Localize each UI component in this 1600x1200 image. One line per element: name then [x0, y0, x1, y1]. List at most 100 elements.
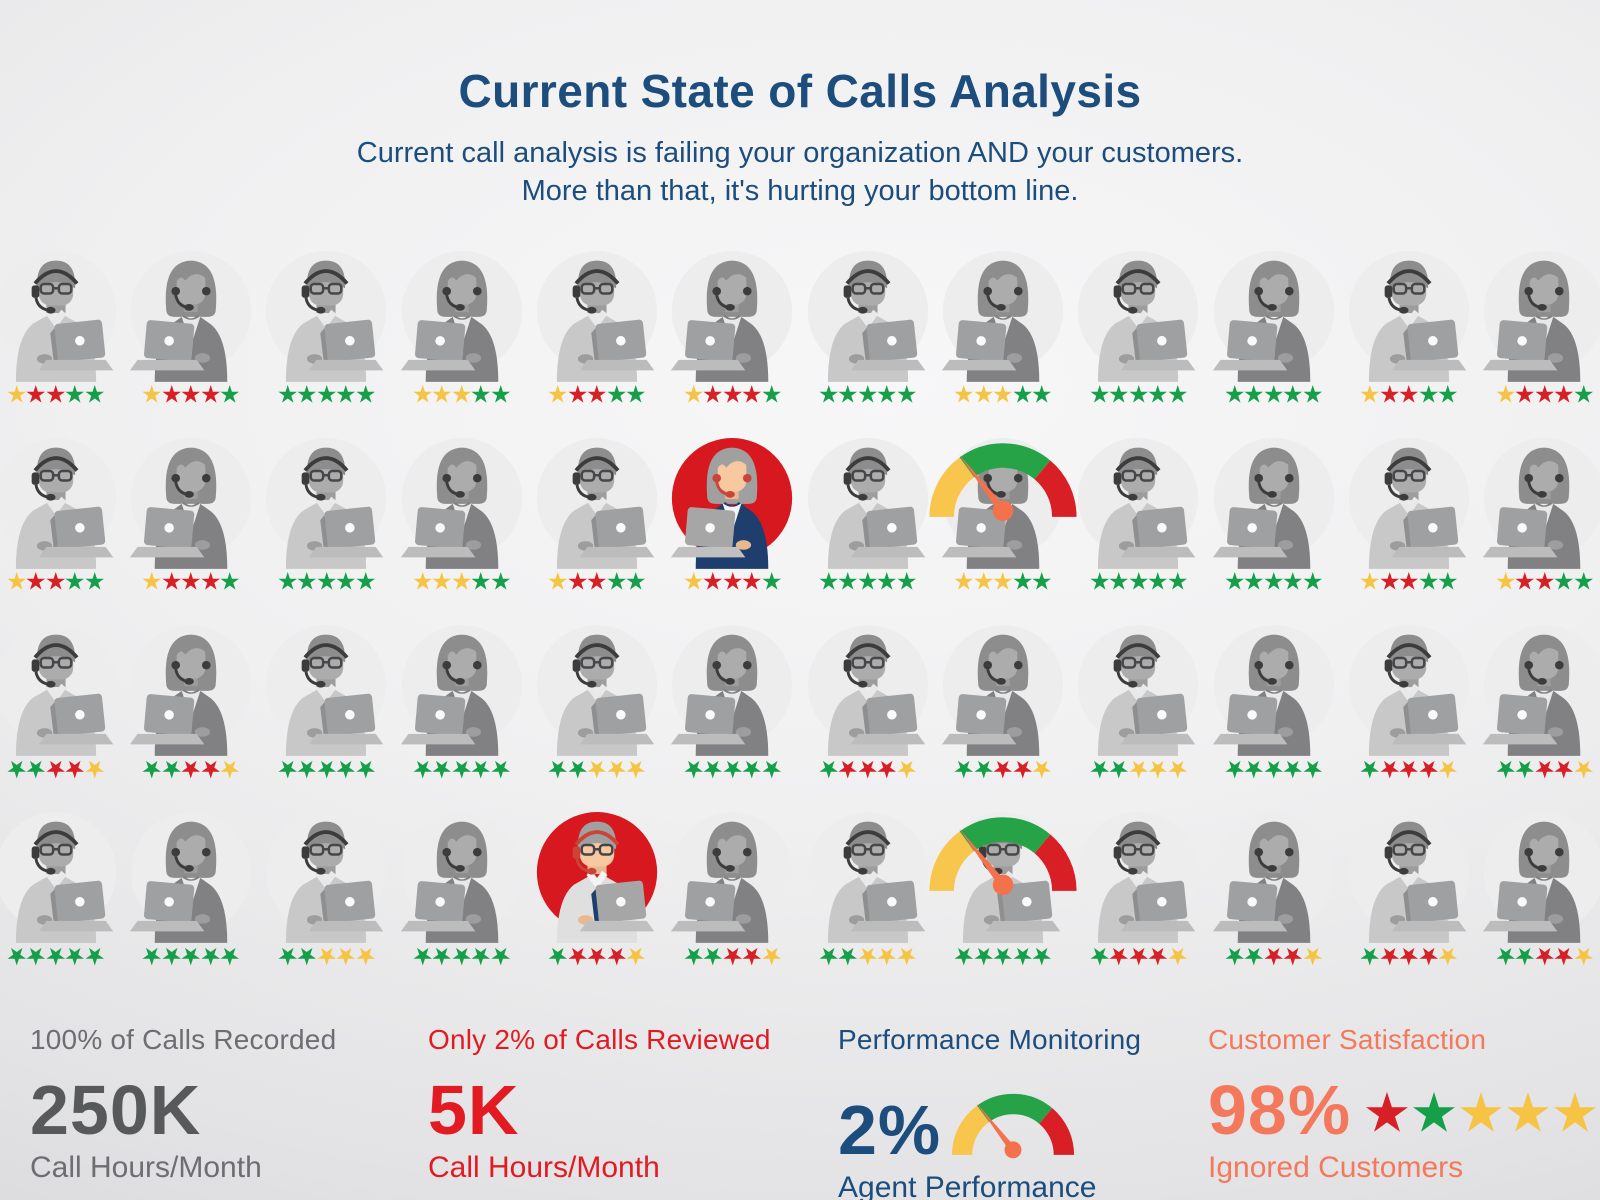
star-icon — [1534, 385, 1554, 403]
star-icon — [954, 572, 974, 590]
star-icon — [819, 572, 838, 590]
star-icon — [432, 760, 452, 779]
star-rating — [548, 946, 646, 966]
stat-label: 100% of Calls Recorded — [30, 1024, 337, 1055]
star-icon — [142, 385, 162, 403]
agent-male-icon — [1348, 438, 1470, 569]
subtitle-line-2: More than that, it's hurting your bottom… — [521, 175, 1079, 207]
star-rating — [1495, 385, 1594, 405]
star-icon — [954, 947, 974, 966]
agent-cell-r4-c1 — [0, 809, 123, 996]
star-icon — [471, 947, 491, 966]
agent-female-icon — [941, 438, 1064, 569]
header: Current State of Calls Analysis Current … — [0, 64, 1600, 210]
star-icon — [220, 385, 240, 403]
star-icon — [413, 760, 432, 779]
agent-row-3 — [0, 622, 1600, 809]
star-icon — [1534, 947, 1554, 966]
star-icon — [1303, 572, 1322, 590]
star-rating — [413, 385, 511, 405]
agent-cell-r2-c12 — [1477, 435, 1600, 622]
star-icon — [858, 760, 877, 779]
star-icon — [703, 385, 723, 403]
star-icon — [1225, 760, 1244, 779]
star-icon — [1109, 760, 1129, 779]
csat-star-rating — [1365, 1092, 1597, 1136]
star-icon — [993, 385, 1013, 403]
star-icon — [974, 947, 993, 966]
star-icon — [336, 947, 356, 966]
star-icon — [162, 385, 181, 403]
star-icon — [1534, 572, 1554, 590]
star-icon — [1148, 760, 1168, 779]
agent-cell-r3-c12 — [1477, 622, 1600, 809]
star-icon — [7, 760, 26, 779]
agent-avatar — [805, 809, 931, 943]
star-icon — [432, 572, 452, 590]
star-icon — [278, 385, 297, 403]
star-icon — [819, 385, 838, 403]
star-icon — [877, 947, 897, 966]
star-icon — [1507, 1092, 1550, 1132]
agent-highlighted — [669, 435, 795, 569]
agent-male-icon — [266, 625, 387, 756]
star-icon — [181, 947, 201, 966]
stat-sub: Agent Performance — [838, 1171, 1097, 1200]
star-icon — [181, 385, 201, 403]
star-rating — [7, 946, 105, 966]
agent-avatar — [1346, 622, 1472, 756]
star-icon — [568, 947, 587, 966]
page-title: Current State of Calls Analysis — [458, 65, 1142, 117]
star-rating — [413, 759, 511, 779]
agent-female-icon — [1483, 251, 1600, 382]
star-rating — [278, 572, 376, 592]
star-icon — [819, 760, 838, 779]
star-icon — [742, 572, 762, 590]
star-icon — [974, 385, 993, 403]
star-icon — [897, 385, 916, 403]
star-icon — [626, 947, 646, 966]
stat-customer-satisfaction: Customer Satisfaction 98% Ignored Custom… — [1208, 1024, 1597, 1185]
agent-male-icon — [807, 251, 928, 382]
agent-cell-r1-c5 — [529, 248, 664, 435]
star-icon — [1168, 385, 1187, 403]
agent-female-icon — [1212, 812, 1334, 943]
star-icon — [974, 760, 993, 779]
agent-avatar — [1346, 809, 1472, 943]
stat-calls-reviewed: Only 2% of Calls Reviewed 5K Call Hours/… — [428, 1024, 771, 1185]
star-rating — [1090, 759, 1188, 779]
agent-male-icon — [1078, 812, 1199, 943]
star-icon — [723, 760, 742, 779]
star-icon — [297, 385, 317, 403]
star-icon — [336, 760, 356, 779]
star-icon — [1360, 760, 1380, 779]
agent-male-icon — [266, 438, 387, 569]
stat-sub: Ignored Customers — [1208, 1151, 1464, 1184]
agent-female-icon — [1212, 625, 1334, 756]
star-icon — [317, 385, 336, 403]
star-rating — [142, 385, 240, 405]
star-rating — [684, 572, 782, 592]
agent-cell-r4-c7 — [800, 809, 935, 996]
star-icon — [993, 947, 1013, 966]
star-icon — [1554, 572, 1574, 590]
agent-female-icon — [129, 812, 252, 943]
star-icon — [684, 947, 703, 966]
star-icon — [65, 572, 85, 590]
star-rating — [142, 946, 240, 966]
agent-male-icon — [1078, 251, 1199, 382]
star-icon — [1515, 760, 1535, 779]
star-icon — [1515, 947, 1535, 966]
star-icon — [356, 947, 375, 966]
star-icon — [1360, 947, 1380, 966]
star-icon — [491, 760, 510, 779]
star-icon — [1168, 760, 1187, 779]
agent-avatar — [1346, 248, 1472, 382]
agent-cell-r4-c12 — [1477, 809, 1600, 996]
star-icon — [1380, 947, 1399, 966]
star-icon — [85, 572, 104, 590]
agent-cell-r2-c4 — [394, 435, 529, 622]
star-icon — [278, 947, 297, 966]
agent-cell-r4-c3 — [259, 809, 394, 996]
star-icon — [1109, 947, 1129, 966]
